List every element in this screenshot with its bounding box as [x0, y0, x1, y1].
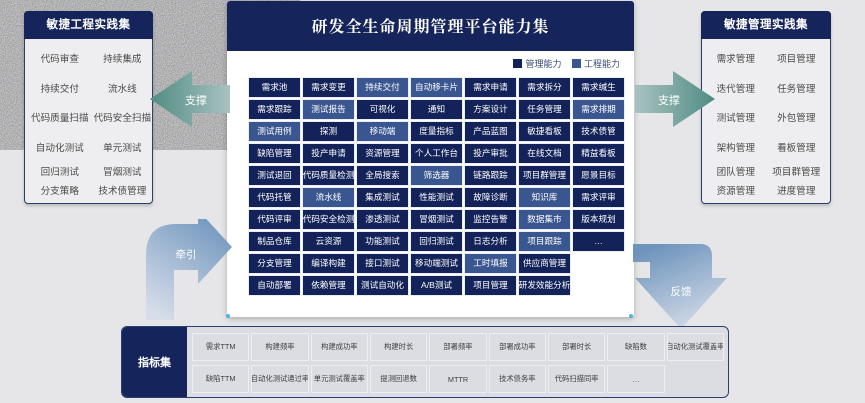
svg-text:反馈: 反馈: [671, 285, 692, 298]
svg-text:牵引: 牵引: [176, 248, 197, 261]
svg-text:支撑: 支撑: [658, 93, 680, 107]
svg-text:支撑: 支撑: [185, 93, 207, 107]
